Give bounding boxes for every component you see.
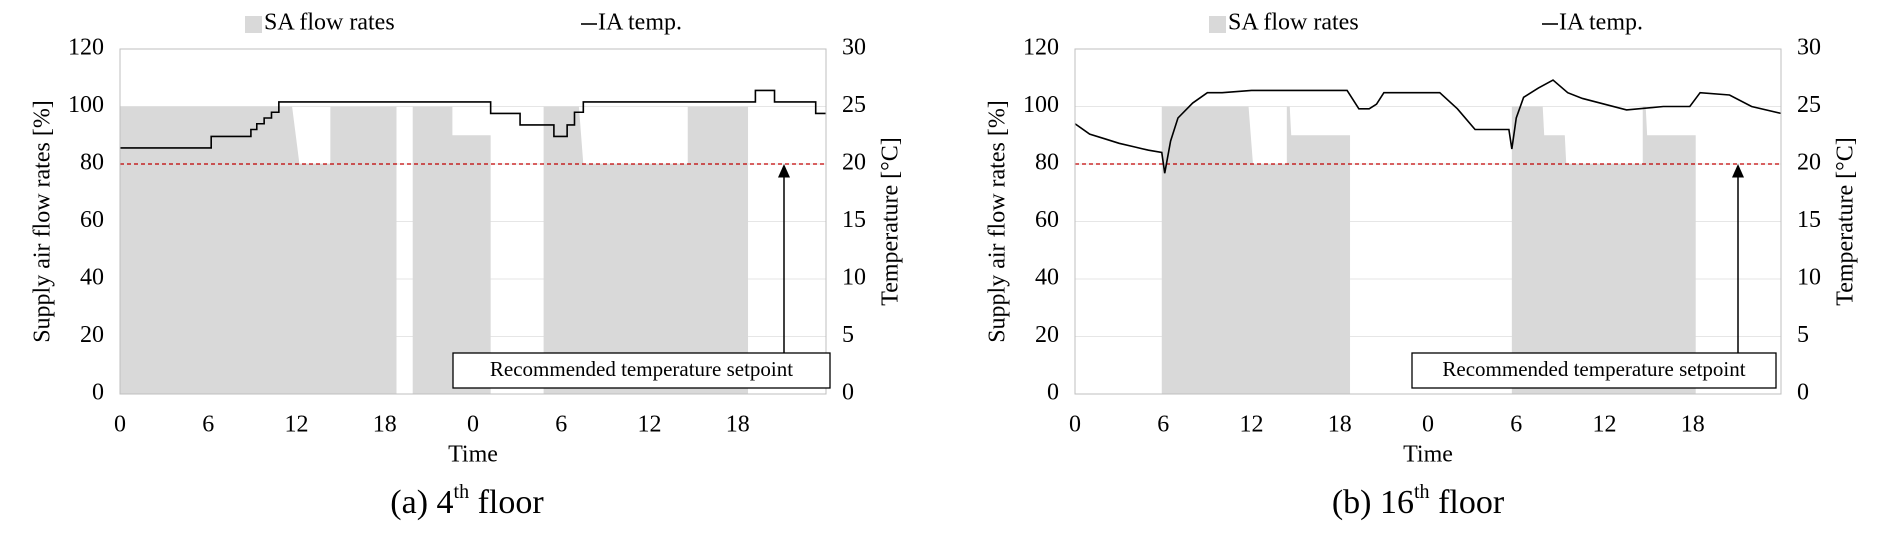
caption-text: (a) 4 xyxy=(390,484,453,521)
x-tick-label: 0 xyxy=(114,412,126,438)
y2-axis-label: Temperature [°C] xyxy=(878,137,904,306)
y-tick-label: 20 xyxy=(80,322,104,348)
area xyxy=(120,106,826,394)
x-tick-label: 0 xyxy=(467,412,479,438)
x-tick-label: 12 xyxy=(1240,412,1264,438)
y-tick-label: 100 xyxy=(68,92,104,118)
y2-tick-label: 0 xyxy=(1797,380,1809,406)
y-tick-label: 120 xyxy=(68,35,104,61)
legend-swatch xyxy=(245,16,262,33)
y-tick-label: 80 xyxy=(80,150,104,176)
caption-text: floor xyxy=(469,484,544,521)
caption-sup: th xyxy=(454,481,470,503)
plot-frame xyxy=(119,48,827,395)
legend-label: SA flow rates xyxy=(1228,10,1359,36)
x-tick-label: 18 xyxy=(373,412,397,438)
y2-tick-label: 10 xyxy=(1797,265,1821,291)
y-axis-label: Supply air flow rates [%] xyxy=(985,100,1011,343)
y-tick-label: 40 xyxy=(1035,265,1059,291)
line xyxy=(1074,79,1782,174)
caption-text: (b) 16 xyxy=(1332,484,1414,521)
x-axis-label: Time xyxy=(448,442,498,468)
y2-tick-label: 30 xyxy=(842,35,866,61)
y-tick-label: 0 xyxy=(1047,380,1059,406)
y-tick-label: 80 xyxy=(1035,150,1059,176)
y2-tick-label: 20 xyxy=(1797,150,1821,176)
annotation: Recommended temperature setpoint xyxy=(1442,357,1745,381)
annotation: Recommended temperature setpoint xyxy=(490,357,793,381)
area xyxy=(1075,106,1781,394)
x-tick-label: 6 xyxy=(202,412,214,438)
x-tick-label: 12 xyxy=(1593,412,1617,438)
x-tick-label: 12 xyxy=(638,412,662,438)
y-tick-label: 20 xyxy=(1035,322,1059,348)
y-tick-label: 60 xyxy=(1035,207,1059,233)
x-tick-label: 18 xyxy=(1681,412,1705,438)
y2-axis-label: Temperature [°C] xyxy=(1833,137,1859,306)
caption-sup: th xyxy=(1414,481,1430,503)
caption-text: floor xyxy=(1430,484,1505,521)
y-axis-label: Supply air flow rates [%] xyxy=(30,100,56,343)
y2-tick-label: 20 xyxy=(842,150,866,176)
y2-tick-label: 15 xyxy=(1797,207,1821,233)
y2-tick-label: 10 xyxy=(842,265,866,291)
x-tick-label: 0 xyxy=(1422,412,1434,438)
annotation-box xyxy=(452,352,831,389)
x-axis-label: Time xyxy=(1403,442,1453,468)
y-tick-label: 40 xyxy=(80,265,104,291)
y-tick-label: 60 xyxy=(80,207,104,233)
plot-frame xyxy=(1074,48,1782,395)
caption: (a) 4th floor xyxy=(390,481,544,521)
y2-tick-label: 30 xyxy=(1797,35,1821,61)
line xyxy=(120,89,826,149)
y2-tick-label: 25 xyxy=(842,92,866,118)
y-tick-label: 120 xyxy=(1023,35,1059,61)
x-tick-label: 6 xyxy=(1157,412,1169,438)
x-tick-label: 0 xyxy=(1069,412,1081,438)
x-tick-label: 12 xyxy=(285,412,309,438)
x-tick-label: 6 xyxy=(1510,412,1522,438)
annotation-box xyxy=(1411,352,1777,389)
x-tick-label: 18 xyxy=(726,412,750,438)
caption: (b) 16th floor xyxy=(1332,481,1505,521)
y2-tick-label: 0 xyxy=(842,380,854,406)
y2-tick-label: 25 xyxy=(1797,92,1821,118)
x-tick-label: 18 xyxy=(1328,412,1352,438)
x-tick-label: 6 xyxy=(555,412,567,438)
legend-label: IA temp. xyxy=(598,10,682,36)
legend-swatch xyxy=(1209,16,1226,33)
y2-tick-label: 15 xyxy=(842,207,866,233)
legend-label: SA flow rates xyxy=(264,10,395,36)
y-tick-label: 100 xyxy=(1023,92,1059,118)
y2-tick-label: 5 xyxy=(1797,322,1809,348)
y2-tick-label: 5 xyxy=(842,322,854,348)
y-tick-label: 0 xyxy=(92,380,104,406)
legend-label: IA temp. xyxy=(1559,10,1643,36)
